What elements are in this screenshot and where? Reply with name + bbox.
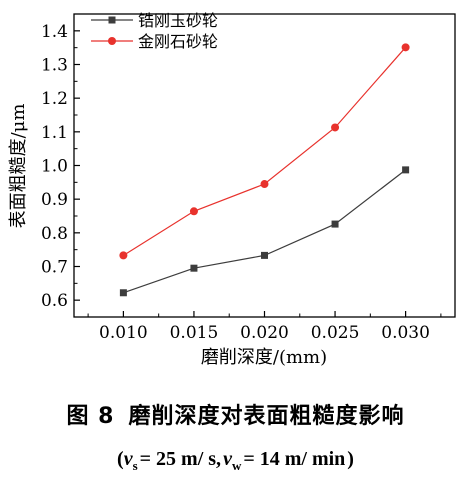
figure-title: 磨削深度对表面粗糙度影响: [128, 404, 405, 429]
legend-marker: [108, 37, 116, 45]
legend-label: 金刚石砂轮: [138, 32, 218, 51]
y-tick-label: 0.8: [41, 224, 68, 244]
series-2: [119, 43, 410, 260]
figure-caption: 图 8 磨削深度对表面粗糙度影响: [0, 398, 471, 430]
vs-symbol: v: [123, 448, 133, 470]
y-tick-label: 1.1: [41, 123, 68, 143]
series-1: [119, 166, 410, 297]
data-point: [402, 166, 410, 174]
vs-value: = 25 m/ s,: [139, 448, 222, 470]
data-point: [261, 251, 268, 259]
data-point: [331, 220, 339, 228]
y-tick-label: 1.0: [41, 157, 68, 177]
x-tick-label: 0.025: [311, 323, 360, 343]
line-chart: 0.60.70.80.91.01.11.21.31.4 0.010 0.015 0.…: [8, 11, 456, 368]
series-line: [123, 169, 406, 294]
y-axis: 0.6 0.7 0.8 0.9 1.0 1.1 1.2 1.3 1.4: [41, 22, 80, 311]
y-tick-label: 1.3: [41, 56, 68, 76]
data-point: [331, 123, 340, 132]
data-point: [260, 180, 269, 189]
vw-value: = 14 m/ min: [243, 448, 346, 470]
x-tick-label: 0.020: [240, 323, 289, 343]
vs-subscript: s: [132, 458, 138, 473]
data-point: [189, 207, 198, 216]
data-point: [119, 289, 127, 297]
series-line: [123, 46, 407, 256]
x-axis-label: 磨削深度/(mm): [201, 347, 327, 368]
series-layer: [119, 43, 410, 297]
open-paren: (: [117, 448, 124, 470]
legend-item: 金刚石砂轮: [91, 32, 218, 51]
data-point: [190, 264, 198, 272]
vw-symbol: v: [223, 448, 232, 470]
legend-marker: [108, 16, 116, 24]
figure-conditions: (vs = 25 m/ s, vw = 14 m/ min): [0, 448, 471, 474]
data-point: [401, 43, 410, 52]
x-tick-label: 0.030: [381, 323, 430, 343]
y-tick-label: 1.2: [41, 89, 68, 109]
figure-number: 图 8: [66, 404, 115, 429]
legend-label: 锆刚玉砂轮: [138, 11, 218, 30]
y-tick-label: 0.9: [41, 190, 68, 210]
plot-frame: [73, 13, 456, 318]
y-tick-label: 1.4: [41, 22, 68, 42]
x-tick-label: 0.015: [170, 323, 219, 343]
y-axis-label: 表面粗糙度/μm: [8, 104, 29, 229]
vw-subscript: w: [231, 458, 242, 473]
close-paren: ): [347, 448, 354, 470]
legend-item: 锆刚玉砂轮: [91, 11, 218, 30]
y-tick-label: 0.6: [41, 291, 68, 311]
x-axis: 0.010 0.015 0.020 0.025 0.030: [87, 311, 442, 343]
x-tick-label: 0.010: [99, 323, 148, 343]
data-point: [119, 251, 128, 260]
y-tick-label: 0.7: [41, 258, 68, 278]
